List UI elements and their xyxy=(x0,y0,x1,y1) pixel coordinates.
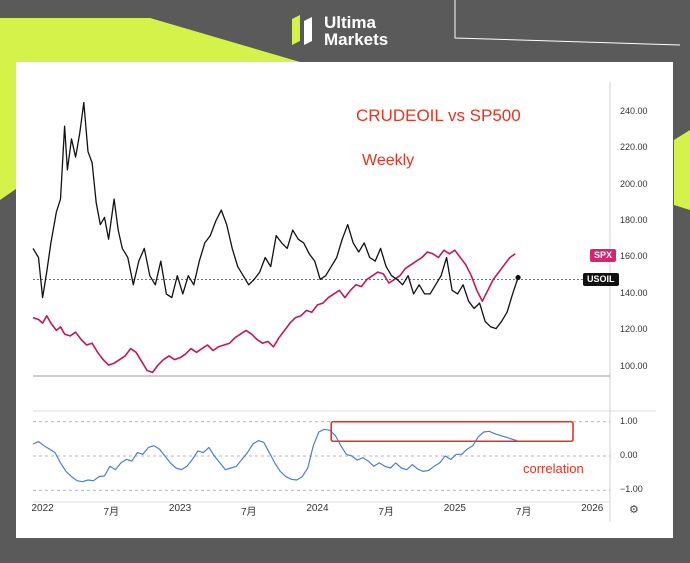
chart-panel: CRUDEOIL vs SP500 Weekly correlation SPX… xyxy=(16,62,673,538)
x-tick-label: 2022 xyxy=(31,503,54,514)
settings-icon[interactable]: ⚙ xyxy=(629,504,639,516)
y-tick-label: 220.00 xyxy=(620,142,648,153)
x-tick-label: 2025 xyxy=(443,503,466,514)
spx-price-tag: SPX xyxy=(590,249,617,262)
x-tick-label: 7月 xyxy=(240,507,257,518)
y-tick-label: 200.00 xyxy=(620,178,648,189)
highlight-box xyxy=(330,420,574,443)
brand-logo: Ultima Markets xyxy=(292,14,388,48)
y-tick-label: 180.00 xyxy=(620,215,648,225)
chart-title: CRUDEOIL vs SP500 xyxy=(356,106,521,125)
x-tick-label: 7月 xyxy=(515,507,532,518)
y-tick-label: 120.00 xyxy=(620,324,648,335)
usoil-last-point xyxy=(515,274,521,281)
chart-svg xyxy=(32,82,656,522)
y-tick-label: 140.00 xyxy=(620,287,648,298)
y-tick-label: 240.00 xyxy=(620,105,648,116)
correlation-tick-label: 1.00 xyxy=(620,415,638,426)
ultima-logo-icon xyxy=(292,15,312,45)
brand-name-line1: Ultima xyxy=(324,13,376,32)
usoil-series-line xyxy=(32,101,519,330)
x-tick-label: 2024 xyxy=(306,503,329,514)
x-tick-label: 2026 xyxy=(581,503,604,514)
x-tick-label: 7月 xyxy=(378,507,394,518)
accent-band-top xyxy=(0,18,300,62)
x-tick-label: 2023 xyxy=(168,503,192,514)
spx-series-line xyxy=(32,249,516,374)
correlation-label: correlation xyxy=(523,461,584,476)
y-tick-label: 100.00 xyxy=(620,360,648,371)
brand-name-line2: Markets xyxy=(324,30,389,49)
y-tick-label: 160.00 xyxy=(620,251,648,262)
decorative-outline xyxy=(454,0,681,46)
correlation-series-line xyxy=(32,428,517,483)
usoil-price-tag: USOIL xyxy=(583,273,619,286)
x-tick-label: 7月 xyxy=(103,507,120,518)
chart-subtitle: Weekly xyxy=(362,152,415,169)
accent-band-right xyxy=(674,130,690,210)
correlation-tick-label: −1.00 xyxy=(620,484,643,495)
brand-name: Ultima Markets xyxy=(324,14,388,48)
correlation-tick-label: 0.00 xyxy=(620,450,638,460)
